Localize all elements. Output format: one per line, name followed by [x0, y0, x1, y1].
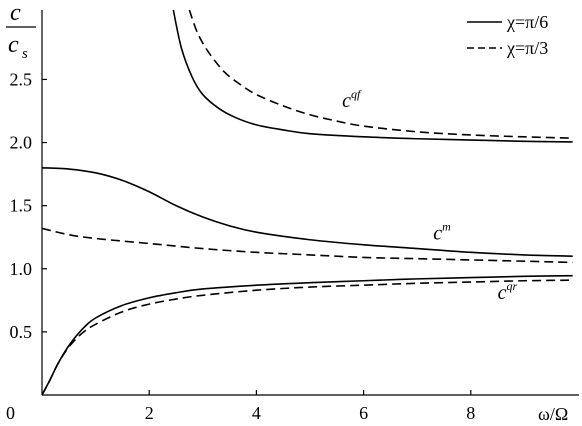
x-tick-label: 6 [359, 403, 368, 423]
curve-annotation: cm [433, 220, 451, 245]
x-tick-label: 4 [252, 403, 261, 423]
series-line-dashed-middle [41, 227, 573, 264]
y-tick-label: 0.5 [10, 322, 33, 342]
x-tick-label: 8 [466, 403, 475, 423]
series-line-solid-upper [172, 9, 573, 143]
y-tick-label: 2.5 [10, 69, 33, 89]
y-label-denominator-subscript: s [22, 46, 28, 62]
annotations: cqf cm cqr [342, 87, 517, 304]
curve-annotation-superscript: m [442, 220, 451, 234]
curve-annotation: cqr [498, 279, 518, 304]
curves [41, 9, 573, 396]
series-line-solid-middle [41, 166, 573, 257]
series-line-dashed-upper [188, 9, 573, 139]
y-tick-label: 1.5 [10, 196, 33, 216]
y-label-denominator: c [8, 32, 19, 58]
legend-label-solid: χ=π/6 [506, 12, 548, 32]
y-axis-label: c c s [6, 0, 36, 62]
curve-annotation: cqf [342, 87, 362, 112]
series-line-dashed-lower [41, 279, 573, 396]
x-tick-label: 2 [145, 403, 154, 423]
origin-label: 0 [6, 403, 15, 423]
y-label-numerator: c [10, 0, 21, 26]
y-tick-label: 2.0 [10, 133, 33, 153]
ticks: 2 4 6 8 0.5 1.0 1.5 2.0 2.5 [10, 69, 476, 423]
y-tick-label: 1.0 [10, 259, 33, 279]
x-axis-label: ω/Ω [538, 404, 568, 424]
legend-label-dashed: χ=π/3 [506, 38, 548, 58]
curve-annotation-superscript: qr [506, 279, 517, 293]
legend: χ=π/6 χ=π/3 [467, 12, 548, 58]
curve-annotation-superscript: qf [351, 87, 362, 101]
series-line-solid-lower [41, 274, 573, 396]
